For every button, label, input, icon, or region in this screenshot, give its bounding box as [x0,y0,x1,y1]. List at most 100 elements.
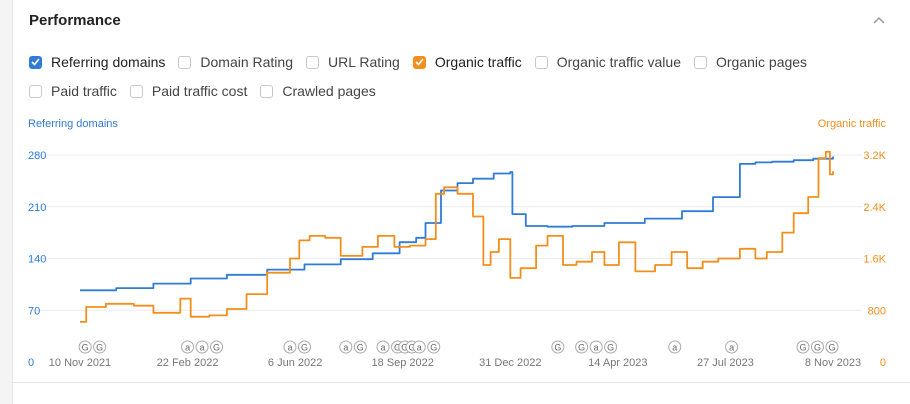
chevron-up-icon [873,16,885,24]
option-paid-traffic[interactable]: Paid traffic [29,83,117,99]
x-tick-label: 8 Nov 2023 [805,357,861,369]
checkbox-url-rating[interactable] [306,55,319,69]
annotation-marker [297,340,311,354]
annotation-letter: G [430,343,437,353]
annotation-letter: a [185,343,190,353]
option-referring-domains[interactable]: Referring domains [29,54,165,70]
next-panel-edge [12,382,910,404]
option-label: Domain Rating [200,54,293,70]
annotation-letter: G [828,343,835,353]
left-axis-title: Referring domains [28,118,118,130]
annotation-marker [353,340,367,354]
performance-chart: Referring domains Organic traffic 280 210 14… [28,118,887,369]
option-crawled-pages[interactable]: Crawled pages [260,83,376,99]
annotation-letter: G [394,343,401,353]
annotation-marker [668,340,682,354]
option-label: URL Rating [328,54,400,70]
metric-options: Referring domains Domain Rating URL Rating… [29,53,889,111]
annotation-letter: G [301,343,308,353]
annotation-marker [93,340,107,354]
annotation-marker [376,340,390,354]
checkbox-organic-traffic[interactable] [412,55,426,69]
option-label: Referring domains [51,54,166,70]
annotation-marker [725,340,739,354]
right-tick-label: 2.4K [863,202,886,214]
annotation-letter: G [401,343,408,353]
left-tick-label: 140 [28,254,46,266]
checkbox-paid-traffic[interactable] [29,84,42,98]
checkbox-paid-traffic-cost[interactable] [129,84,143,98]
annotation-letter: G [554,343,561,353]
option-label: Crawled pages [282,83,376,99]
option-label: Organic pages [716,54,808,70]
annotation-letter: G [357,343,364,353]
annotation-letter: G [814,343,821,353]
annotation-letter: G [799,343,806,353]
annotation-letter: a [672,343,677,353]
annotation-letter: G [82,343,89,353]
annotation-marker [412,340,426,354]
annotation-letter: a [729,343,734,353]
annotation-marker [589,340,603,354]
option-label: Paid traffic [51,83,117,99]
right-axis-title: Organic traffic [818,118,887,130]
options-row-2: Paid traffic Paid traffic cost Crawled pag… [29,82,889,100]
left-tick-label: 0 [28,357,34,369]
collapse-button[interactable] [871,12,887,28]
checkbox-crawled-pages[interactable] [260,84,274,98]
annotation-marker [427,340,441,354]
options-row-1: Referring domains Domain Rating URL Rating… [29,53,889,71]
x-tick-label: 14 Apr 2023 [588,357,647,369]
x-tick-label: 10 Nov 2021 [49,357,111,369]
option-organic-pages[interactable]: Organic pages [694,54,807,70]
option-label: Paid traffic cost [151,83,248,99]
annotation-marker [796,340,810,354]
annotation-letter: G [96,343,103,353]
checkbox-organic-traffic-value[interactable] [534,55,548,69]
left-tick-label: 280 [28,150,46,162]
annotation-letter: G [409,343,416,353]
panel-title: Performance [29,12,121,29]
x-tick-label: 27 Jul 2023 [697,357,754,369]
annotation-marker [604,340,618,354]
performance-panel: Performance Referring domains Domain Rati… [12,0,910,382]
annotation-marker [181,340,195,354]
option-label: Organic traffic value [556,54,681,70]
option-organic-traffic[interactable]: Organic traffic [412,54,522,70]
x-tick-label: 18 Sep 2022 [372,357,434,369]
check-icon [415,58,424,66]
annotation-letter: a [200,343,205,353]
annotation-letter: a [343,343,348,353]
option-domain-rating[interactable]: Domain Rating [178,54,293,70]
checkbox-organic-pages[interactable] [694,55,707,69]
checkbox-referring-domains[interactable] [29,55,42,69]
annotation-letter: G [607,343,614,353]
annotation-marker [210,340,224,354]
annotation-marker [575,340,589,354]
right-tick-label: 800 [868,305,886,317]
chart-svg: Referring domains Organic traffic 280 210 14… [28,118,887,369]
annotation-marker [78,340,92,354]
option-url-rating[interactable]: URL Rating [306,54,400,70]
option-paid-traffic-cost[interactable]: Paid traffic cost [129,83,248,99]
annotation-marker [551,340,565,354]
annotation-letter: a [417,343,422,353]
left-tick-label: 70 [28,305,40,317]
annotation-letter: a [381,343,386,353]
left-tick-label: 210 [28,202,46,214]
annotation-marker [825,340,839,354]
right-tick-label: 3.2K [863,150,886,162]
x-tick-label: 22 Feb 2022 [157,357,219,369]
annotation-letter: G [213,343,220,353]
option-organic-traffic-value[interactable]: Organic traffic value [534,54,681,70]
right-tick-label: 1.6K [863,254,886,266]
annotation-marker [810,340,824,354]
check-icon [31,58,40,66]
annotation-letter: a [287,343,292,353]
right-tick-label: 0 [880,357,886,369]
annotation-marker [339,340,353,354]
checkbox-domain-rating[interactable] [178,55,192,69]
option-label: Organic traffic [434,54,522,70]
annotation-marker [283,340,297,354]
x-tick-label: 6 Jun 2022 [268,357,322,369]
